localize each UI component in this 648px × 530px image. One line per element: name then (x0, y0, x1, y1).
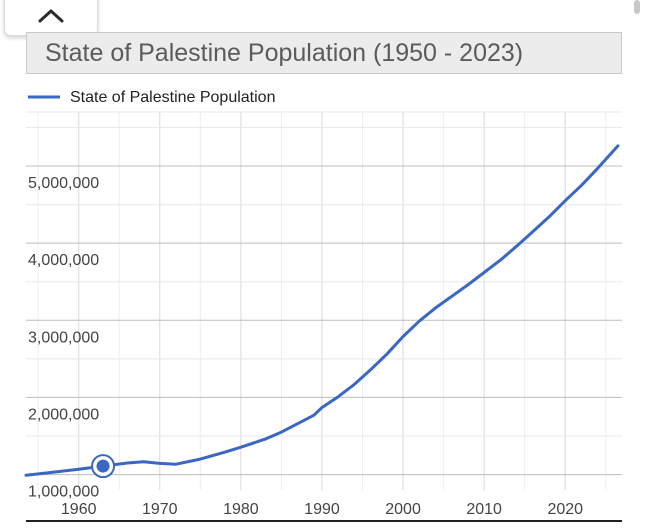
x-tick-label: 2010 (466, 501, 502, 518)
chevron-up-icon (38, 9, 64, 23)
y-tick-label: 3,000,000 (28, 329, 99, 346)
chart-grid (26, 111, 622, 490)
chart-title-bar: State of Palestine Population (1950 - 20… (26, 32, 622, 74)
y-tick-labels: 1,000,000 2,000,000 3,000,000 4,000,000 5,00… (28, 175, 99, 501)
x-tick-labels: 1960 1970 1980 1990 2000 2010 2020 (61, 501, 583, 518)
x-tick-label: 1970 (142, 501, 178, 518)
legend-label: State of Palestine Population (70, 89, 275, 106)
series-line (24, 144, 620, 477)
marker-dot (96, 459, 110, 473)
chart-title: State of Palestine Population (1950 - 20… (45, 39, 524, 67)
highlight-point-marker[interactable] (91, 454, 116, 479)
x-tick-label: 1990 (304, 501, 340, 518)
scrollbar-thumb[interactable] (634, 0, 640, 14)
y-tick-label: 1,000,000 (28, 484, 99, 501)
x-tick-label: 2020 (547, 501, 583, 518)
x-tick-label: 2000 (385, 501, 421, 518)
x-tick-label: 1960 (61, 501, 97, 518)
chart-legend: State of Palestine Population (28, 89, 275, 106)
collapse-button[interactable] (4, 0, 98, 36)
y-tick-label: 5,000,000 (28, 175, 99, 192)
y-tick-label: 2,000,000 (28, 406, 99, 423)
x-tick-label: 1980 (223, 501, 259, 518)
y-tick-label: 4,000,000 (28, 252, 99, 269)
